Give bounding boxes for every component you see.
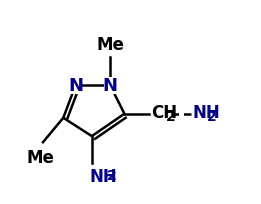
Text: N: N <box>103 77 118 95</box>
Polygon shape <box>69 77 82 94</box>
Text: Me: Me <box>96 35 124 53</box>
Text: Me: Me <box>27 149 55 166</box>
Polygon shape <box>104 77 117 94</box>
Text: NH: NH <box>90 167 117 185</box>
Text: NH: NH <box>193 103 220 121</box>
Text: 2: 2 <box>107 168 117 182</box>
Text: 2: 2 <box>165 110 175 124</box>
Text: N: N <box>68 77 83 95</box>
Text: CH: CH <box>151 103 177 121</box>
Text: 2: 2 <box>207 110 217 124</box>
